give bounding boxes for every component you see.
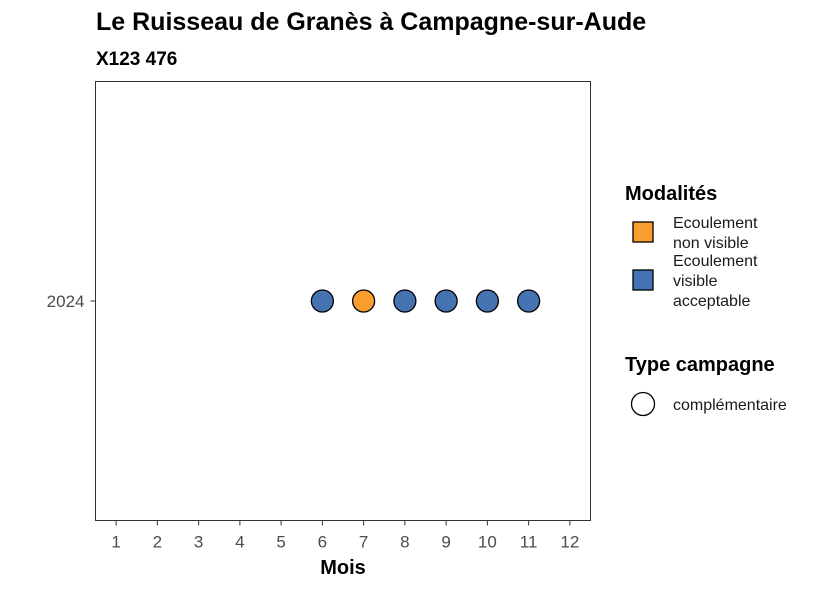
data-point bbox=[516, 289, 541, 313]
plot-panel bbox=[95, 81, 591, 521]
data-point bbox=[393, 289, 417, 313]
x-tick-label: 1 bbox=[111, 533, 120, 552]
y-tick-label: 2024 bbox=[47, 292, 85, 311]
x-tick-label: 8 bbox=[400, 533, 409, 552]
legend-label: Ecoulement bbox=[673, 215, 758, 232]
legend-label: Ecoulement bbox=[673, 253, 758, 270]
x-tick-label: 12 bbox=[560, 533, 579, 552]
x-tick-label: 11 bbox=[520, 533, 538, 552]
y-axis: 2024 bbox=[47, 292, 96, 311]
legend-swatch bbox=[632, 269, 654, 291]
x-tick-label: 6 bbox=[318, 533, 327, 552]
legend-circle-icon bbox=[630, 391, 656, 417]
x-tick-label: 2 bbox=[153, 533, 162, 552]
data-point bbox=[351, 289, 376, 313]
chart-title: Le Ruisseau de Granès à Campagne-sur-Aud… bbox=[96, 8, 646, 36]
legend-modalites-title: Modalités bbox=[625, 183, 717, 205]
x-tick-label: 5 bbox=[276, 533, 285, 552]
x-tick-label: 9 bbox=[441, 533, 450, 552]
legend-campagne-title: Type campagne bbox=[625, 354, 775, 376]
x-axis: 1 2 3 4 5 6 7 8 9 10 11 12 bbox=[111, 520, 579, 552]
x-tick-label: 4 bbox=[235, 533, 244, 552]
chart-subtitle: X123 476 bbox=[96, 49, 177, 70]
legend-label: visible bbox=[673, 273, 718, 290]
data-point bbox=[475, 289, 500, 313]
legend-label: non visible bbox=[673, 235, 749, 252]
data-point bbox=[310, 289, 335, 313]
x-tick-label: 3 bbox=[194, 533, 203, 552]
legend-label: acceptable bbox=[673, 293, 750, 310]
x-tick-label: 7 bbox=[359, 533, 368, 552]
x-tick-label: 10 bbox=[478, 533, 497, 552]
legend-label: complémentaire bbox=[673, 397, 787, 414]
legend-campagne: Type campagne complémentaire bbox=[625, 354, 787, 417]
data-point bbox=[434, 289, 458, 313]
data-points bbox=[310, 289, 541, 313]
x-axis-title: Mois bbox=[320, 557, 366, 579]
legend-swatch bbox=[632, 221, 654, 243]
